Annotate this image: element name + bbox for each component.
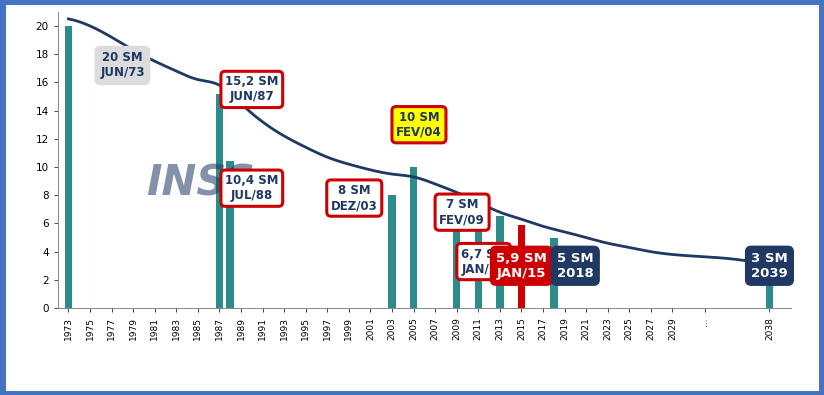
Text: 10,4 SM
JUL/88: 10,4 SM JUL/88: [225, 174, 279, 202]
Bar: [453, 209, 461, 308]
Bar: [496, 216, 503, 308]
Bar: [550, 237, 558, 308]
Text: 6,7 SM
JAN/11: 6,7 SM JAN/11: [461, 248, 507, 276]
Text: 3 SM
2039: 3 SM 2039: [751, 252, 788, 280]
Bar: [765, 266, 773, 308]
Text: 8 SM
DEZ/03: 8 SM DEZ/03: [331, 184, 377, 212]
Bar: [410, 167, 417, 308]
Bar: [517, 225, 525, 308]
Text: 15,2 SM
JUN/87: 15,2 SM JUN/87: [225, 75, 279, 103]
Text: 5,9 SM
JAN/15: 5,9 SM JAN/15: [496, 252, 547, 280]
Bar: [388, 195, 396, 308]
Bar: [65, 26, 73, 308]
Bar: [227, 162, 234, 308]
Text: 20 SM
JUN/73: 20 SM JUN/73: [101, 51, 145, 79]
Text: 7 SM
FEV/09: 7 SM FEV/09: [439, 198, 485, 226]
Bar: [475, 214, 482, 308]
Text: INSS: INSS: [146, 163, 255, 205]
Bar: [216, 94, 223, 308]
Text: 10 SM
FEV/04: 10 SM FEV/04: [396, 111, 442, 139]
Text: 5 SM
2018: 5 SM 2018: [557, 252, 594, 280]
